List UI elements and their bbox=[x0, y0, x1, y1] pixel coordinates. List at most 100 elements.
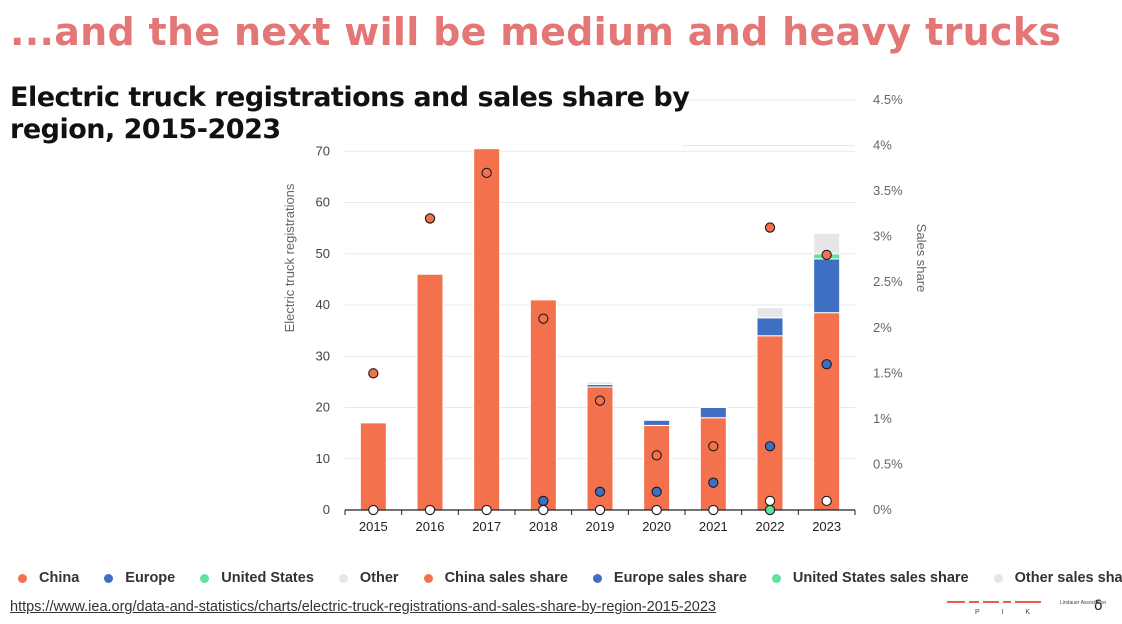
y-tick-label: 60 bbox=[316, 195, 330, 210]
legend-swatch bbox=[18, 573, 27, 583]
europe-share-marker bbox=[708, 477, 719, 488]
bar-china bbox=[756, 335, 784, 511]
legend-label: China sales share bbox=[444, 570, 568, 586]
x-tick-label: 2022 bbox=[756, 519, 785, 534]
y-tick-label: 10 bbox=[316, 451, 330, 466]
legend-item-united-states-sales-share[interactable]: United States sales share bbox=[771, 570, 969, 586]
x-tick-label: 2023 bbox=[812, 519, 841, 534]
other-share-marker bbox=[821, 495, 832, 507]
europe-share-marker bbox=[651, 486, 662, 497]
legend-item-europe-sales-share[interactable]: Europe sales share bbox=[592, 570, 747, 586]
china-share-marker bbox=[821, 249, 832, 261]
legend-item-other-sales-share[interactable]: Other sales share bbox=[993, 570, 1122, 586]
x-tick-label: 2018 bbox=[529, 519, 558, 534]
y2-tick-label: 2% bbox=[873, 320, 892, 335]
bars bbox=[359, 148, 841, 511]
legend-item-china-sales-share[interactable]: China sales share bbox=[423, 570, 568, 586]
y2-tick-label: 0.5% bbox=[873, 456, 903, 471]
pik-logo-text: P I K bbox=[975, 609, 1041, 616]
slide-title: ...and the next will be medium and heavy… bbox=[10, 10, 1062, 54]
legend-swatch bbox=[592, 573, 602, 583]
other-share-marker bbox=[651, 504, 662, 516]
x-tick-label: 2015 bbox=[359, 519, 388, 534]
y2-tick-label: 3.5% bbox=[873, 183, 903, 198]
legend-label: Other sales share bbox=[1014, 570, 1122, 586]
bar-china bbox=[699, 417, 727, 511]
legend-label: United States sales share bbox=[792, 570, 969, 586]
europe-share-marker bbox=[594, 486, 606, 497]
legend-label: Europe sales share bbox=[613, 570, 747, 586]
bar-europe bbox=[699, 407, 727, 419]
legend-label: United States bbox=[221, 570, 314, 586]
bar-china bbox=[813, 312, 841, 511]
bar-other bbox=[586, 381, 614, 385]
legend-label: Other bbox=[359, 570, 399, 586]
china-share-marker bbox=[424, 213, 436, 224]
other-share-marker bbox=[368, 504, 379, 516]
y2-tick-label: 4.5% bbox=[873, 92, 903, 107]
legend-swatch bbox=[993, 573, 1003, 583]
x-tick-label: 2017 bbox=[472, 519, 501, 534]
legend-swatch bbox=[771, 573, 781, 583]
china-share-marker bbox=[538, 313, 549, 324]
sales-share-markers bbox=[368, 167, 832, 516]
bar-other bbox=[756, 307, 784, 319]
legend-item-china[interactable]: China bbox=[18, 570, 79, 586]
legend: China Europe United States Other China s… bbox=[18, 568, 1122, 588]
legend-swatch bbox=[104, 573, 114, 583]
association-logo-mark: δ bbox=[1094, 598, 1103, 614]
bar-europe bbox=[756, 317, 784, 337]
europe-share-marker bbox=[764, 441, 776, 452]
y2-tick-label: 3% bbox=[873, 229, 892, 244]
china-share-marker bbox=[368, 368, 379, 379]
y2-tick-label: 0% bbox=[873, 502, 892, 517]
china-share-marker bbox=[594, 395, 606, 406]
legend-swatch bbox=[200, 573, 210, 583]
x-tick-label: 2016 bbox=[416, 519, 445, 534]
bar-china bbox=[529, 299, 557, 511]
bar-china bbox=[643, 424, 671, 511]
china-share-marker bbox=[651, 450, 662, 461]
bar-china bbox=[359, 422, 387, 511]
other-share-marker bbox=[424, 504, 436, 516]
legend-swatch bbox=[338, 573, 348, 583]
chart-title: Electric truck registrations and sales s… bbox=[10, 82, 690, 145]
association-logo-text: Lindauer Association bbox=[1060, 600, 1107, 606]
y-tick-label: 50 bbox=[316, 246, 330, 261]
legend-item-other[interactable]: Other bbox=[338, 570, 399, 586]
united-states-share-marker bbox=[764, 504, 776, 516]
china-share-marker bbox=[481, 167, 492, 179]
other-share-marker bbox=[594, 504, 606, 516]
y2-tick-label: 1% bbox=[873, 411, 892, 426]
association-logo: Lindauer Association δ bbox=[1060, 598, 1120, 620]
bar-europe bbox=[813, 258, 841, 314]
bar-europe bbox=[643, 419, 671, 426]
legend-item-europe[interactable]: Europe bbox=[104, 570, 175, 586]
y-tick-label: 70 bbox=[316, 143, 330, 158]
europe-share-marker bbox=[538, 495, 549, 507]
y-tick-label: 0 bbox=[323, 502, 330, 517]
x-tick-label: 2019 bbox=[586, 519, 615, 534]
pik-logo: P I K bbox=[947, 598, 1042, 622]
bar-china bbox=[473, 148, 501, 511]
y2-tick-label: 1.5% bbox=[873, 365, 903, 380]
bar-china bbox=[416, 273, 444, 511]
y2-axis-title: Sales share bbox=[914, 224, 929, 293]
legend-label: Europe bbox=[125, 570, 176, 586]
legend-item-united-states[interactable]: United States bbox=[200, 570, 314, 586]
x-tick-label: 2021 bbox=[699, 519, 728, 534]
legend-swatch bbox=[423, 573, 433, 583]
other-share-marker bbox=[708, 504, 719, 516]
x-tick-label: 2020 bbox=[642, 519, 671, 534]
y2-tick-label: 2.5% bbox=[873, 274, 903, 289]
y-tick-label: 40 bbox=[316, 297, 330, 312]
y2-tick-label: 4% bbox=[873, 138, 892, 153]
other-share-marker bbox=[481, 504, 492, 516]
other-share-marker bbox=[764, 495, 776, 507]
other-share-marker bbox=[538, 504, 549, 516]
china-share-marker bbox=[764, 222, 776, 233]
source-link[interactable]: https://www.iea.org/data-and-statistics/… bbox=[10, 599, 716, 615]
y-axis-title: Electric truck registrations bbox=[282, 183, 297, 332]
europe-share-marker bbox=[821, 359, 832, 370]
